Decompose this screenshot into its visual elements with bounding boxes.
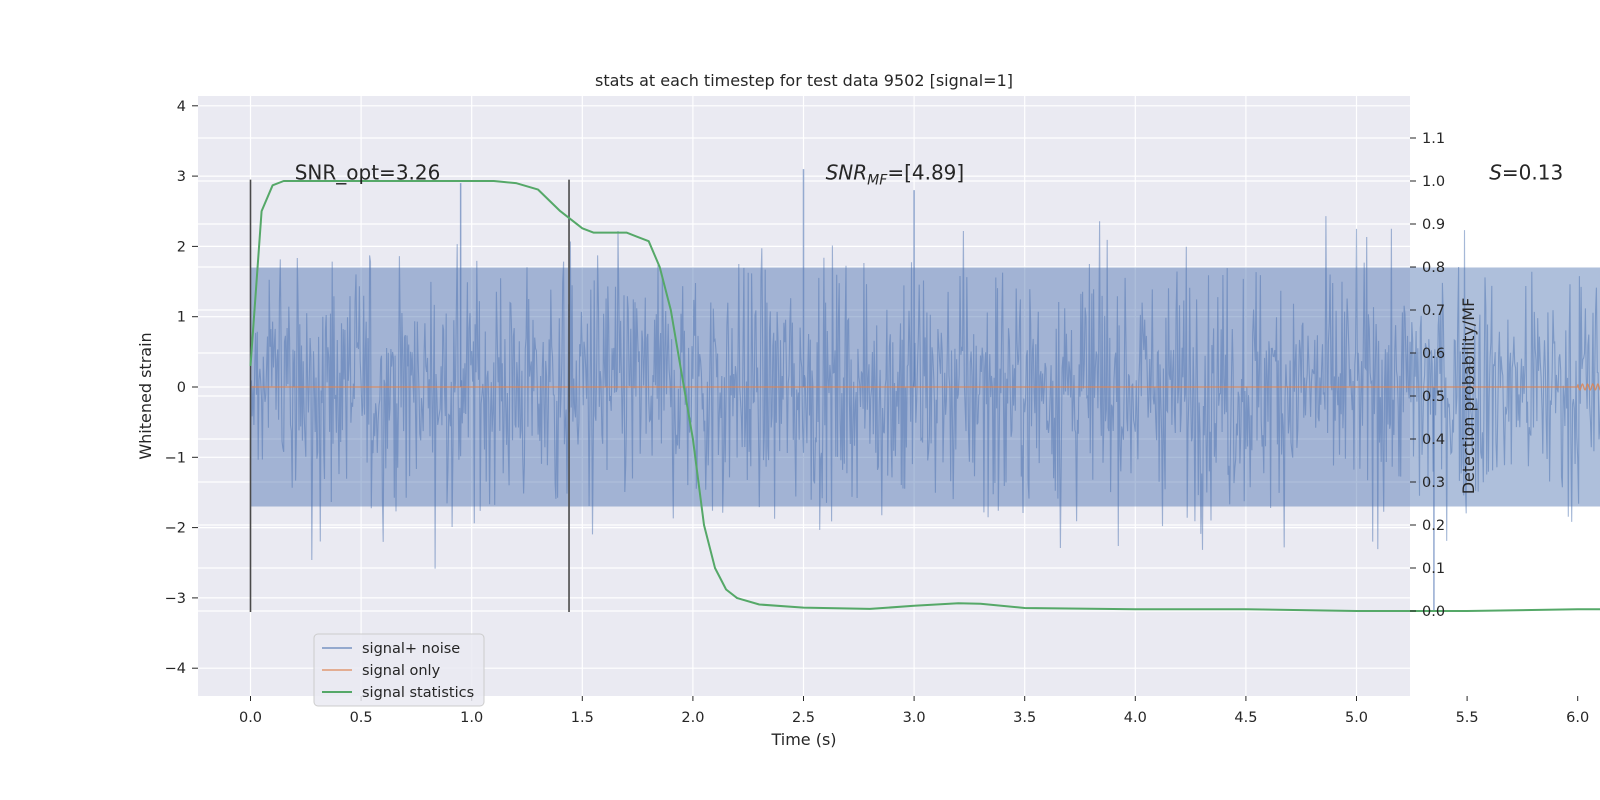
y2-tick-label: 0.7 [1422, 303, 1445, 319]
x-tick-label: 1.0 [460, 710, 483, 726]
x-tick-label: 2.0 [681, 710, 704, 726]
y-tick-label: −2 [165, 521, 186, 537]
y-tick-label: 2 [177, 239, 186, 255]
x-tick-label: 0.0 [239, 710, 262, 726]
y2-tick-label: 1.0 [1422, 174, 1445, 190]
y-tick-label: −3 [165, 591, 186, 607]
signal-statistics-series [249, 180, 1600, 612]
y-tick-label: −4 [165, 661, 186, 677]
x-tick-label: 6.0 [1566, 710, 1589, 726]
y2-tick-label: 0.6 [1422, 346, 1445, 362]
y-axis-label: Whitened strain [136, 332, 155, 459]
annotation-text: SNRMF=[4.89] [826, 161, 965, 189]
x-tick-label: 0.5 [350, 710, 373, 726]
legend-box [313, 633, 485, 707]
y2-tick-label: 1.1 [1422, 131, 1445, 147]
x-tick-label: 4.5 [1234, 710, 1257, 726]
x-tick-label: 1.5 [571, 710, 594, 726]
y-tick-label: −1 [165, 450, 186, 466]
axes: 0.00.51.01.52.02.53.03.54.04.55.05.56.06… [165, 99, 1590, 726]
y2-tick-label: 0.5 [1422, 389, 1445, 405]
legend-label: signal only [362, 663, 441, 679]
legend-label: signal+ noise [362, 641, 460, 657]
y2-tick-label: 0.8 [1422, 260, 1445, 276]
y-tick-label: 1 [177, 310, 186, 326]
y-tick-label: 4 [177, 99, 186, 115]
x-tick-label: 5.0 [1345, 710, 1368, 726]
y2-tick-label: 0.9 [1422, 217, 1445, 233]
y-tick-label: 3 [177, 169, 186, 185]
y2-tick-label: 0.2 [1422, 518, 1445, 534]
signal-noise-line [249, 216, 1600, 569]
y2-axis-label: Detection probability/MF [1459, 298, 1478, 495]
x-tick-label: 3.5 [1013, 710, 1036, 726]
y2-tick-label: 0.3 [1422, 475, 1445, 491]
annotation-text: SNR_opt=3.26 [295, 161, 441, 185]
vertical-markers [249, 179, 570, 612]
y2-tick-label: 0.1 [1422, 561, 1445, 577]
y2-tick-label: 0.0 [1422, 604, 1445, 620]
x-tick-label: 3.0 [903, 710, 926, 726]
y-tick-label: 0 [177, 380, 186, 396]
chart-title: stats at each timestep for test data 950… [595, 71, 1013, 90]
y2-tick-label: 0.4 [1422, 432, 1445, 448]
annotation-text: S=0.13 [1489, 161, 1563, 185]
x-axis-label: Time (s) [770, 730, 836, 749]
x-tick-label: 4.0 [1124, 710, 1147, 726]
legend-label: signal statistics [362, 685, 474, 701]
x-tick-label: 5.5 [1456, 710, 1479, 726]
legend: signal+ noise signal only signal statistic… [313, 633, 485, 707]
signal-statistics-line [249, 180, 1600, 612]
x-tick-label: 2.5 [792, 710, 815, 726]
